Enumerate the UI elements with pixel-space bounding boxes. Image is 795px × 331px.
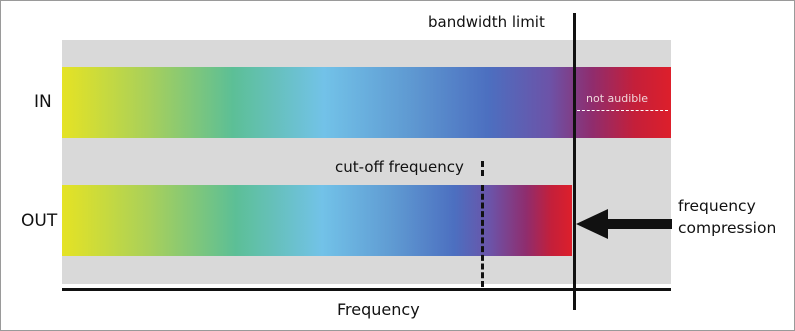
frequency-axis xyxy=(62,288,671,291)
cutoff-frequency-label: cut-off frequency xyxy=(335,158,464,176)
input-spectrum-band xyxy=(62,67,671,138)
out-row-label: OUT xyxy=(21,211,58,231)
frequency-compression-label: frequency compression xyxy=(678,197,777,237)
output-spectrum-band xyxy=(62,185,572,256)
bandwidth-limit-line xyxy=(573,13,576,310)
cutoff-frequency-line xyxy=(481,185,484,287)
frequency-axis-label: Frequency xyxy=(337,300,420,319)
not-audible-marker xyxy=(577,110,668,111)
cutoff-marker-top xyxy=(481,161,484,176)
bandwidth-limit-label: bandwidth limit xyxy=(428,13,545,31)
not-audible-label: not audible xyxy=(586,92,649,105)
arrow-left-icon xyxy=(576,209,672,239)
in-row-label: IN xyxy=(34,92,52,112)
